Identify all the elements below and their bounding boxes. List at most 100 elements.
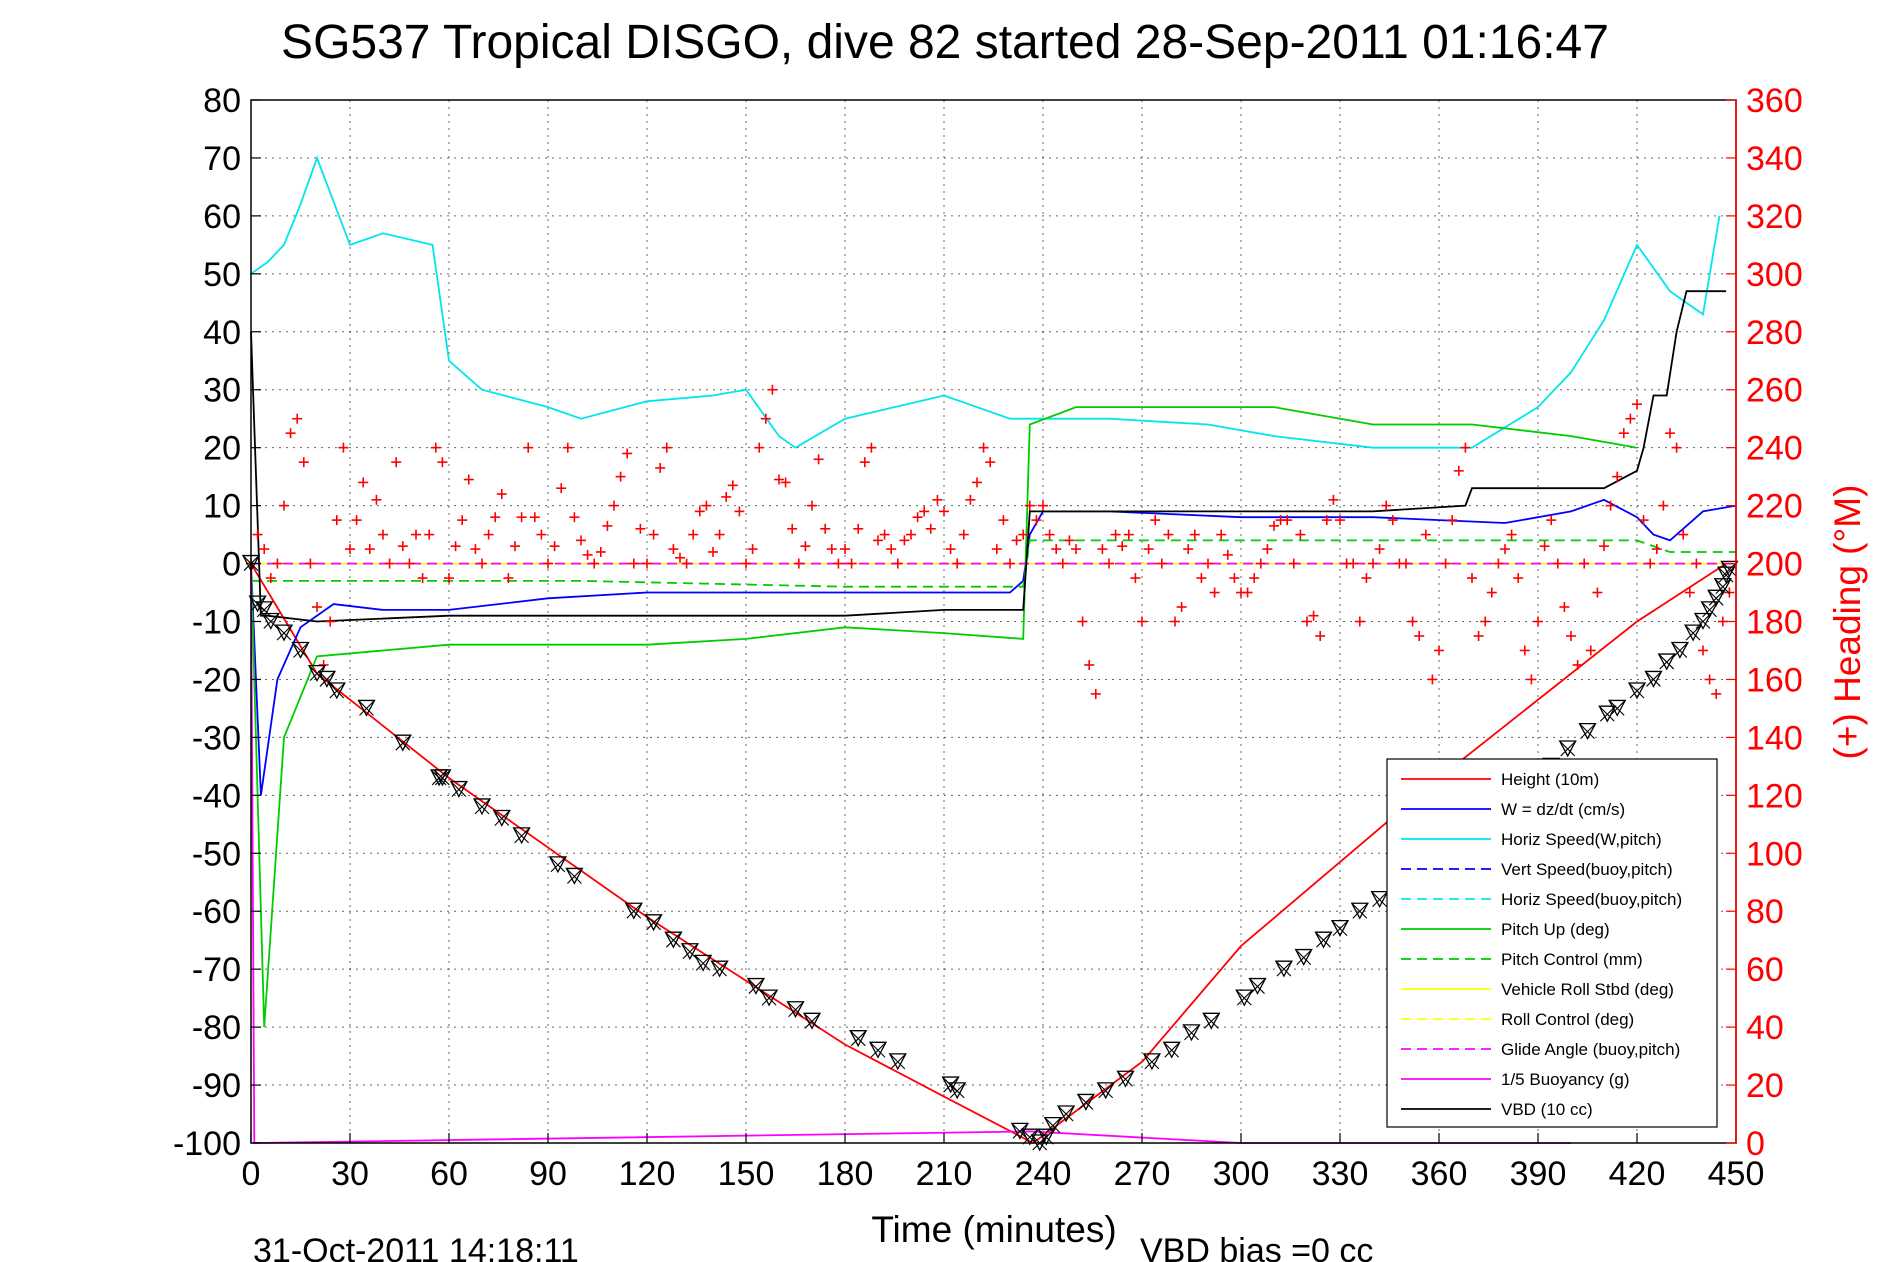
triangle-marker xyxy=(1057,1105,1076,1123)
heading-point xyxy=(661,442,672,453)
heading-point xyxy=(1368,558,1378,569)
y-right-tick-label: 180 xyxy=(1746,604,1803,642)
heading-point xyxy=(622,448,633,459)
heading-point xyxy=(1473,630,1484,641)
triangle-marker xyxy=(327,682,346,700)
legend: Height (10m) W = dz/dt (cm/s) Horiz Speed(… xyxy=(1386,758,1718,1128)
y-right-tick-label: 160 xyxy=(1746,661,1803,699)
heading-point xyxy=(1288,558,1299,569)
triangle-marker xyxy=(1274,960,1293,978)
cross-marker-b xyxy=(1659,654,1675,670)
heading-point xyxy=(1209,587,1220,598)
triangle-marker xyxy=(849,1030,868,1048)
heading-point xyxy=(939,506,949,517)
dive-marker xyxy=(746,977,765,995)
y-right-tick-label: 360 xyxy=(1746,82,1803,120)
dive-marker xyxy=(1142,1053,1161,1071)
y-right-tick-label: 40 xyxy=(1746,1009,1784,1047)
heading-point xyxy=(906,529,916,540)
heading-point xyxy=(1440,558,1451,569)
triangle-marker xyxy=(472,798,492,816)
cross-marker-b xyxy=(646,915,661,931)
heading-point xyxy=(411,529,421,540)
heading-point xyxy=(503,573,514,584)
y-right-tick-label: 120 xyxy=(1746,777,1803,815)
dive-marker xyxy=(1314,931,1333,949)
heading-point xyxy=(833,558,844,569)
cross-marker-b xyxy=(850,1031,866,1047)
cross-marker-b xyxy=(1144,1054,1160,1070)
cross-marker-b xyxy=(1164,1042,1180,1058)
triangle-marker xyxy=(565,867,584,885)
cross-marker-b xyxy=(1372,892,1387,908)
cross-marker-b xyxy=(1646,672,1661,687)
heading-point xyxy=(549,541,560,552)
heading-point xyxy=(430,442,441,453)
triangle-marker xyxy=(1116,1070,1135,1088)
legend-box xyxy=(1386,758,1718,1128)
cross-marker-b xyxy=(1276,961,1292,977)
heading-point xyxy=(1130,573,1141,584)
dive-marker xyxy=(393,734,412,752)
cross-marker-b xyxy=(395,735,411,751)
cross-marker-b xyxy=(1078,1095,1094,1110)
heading-point xyxy=(272,558,283,569)
heading-point xyxy=(1407,616,1418,627)
heading-point xyxy=(1427,674,1438,685)
legend-label: Horiz Speed(W,pitch) xyxy=(1501,830,1662,849)
x-tick-label: 90 xyxy=(529,1155,567,1193)
cross-marker-b xyxy=(1708,590,1724,606)
cross-marker-b xyxy=(263,614,279,629)
heading-point xyxy=(1163,529,1174,540)
heading-point xyxy=(1156,558,1167,569)
dive-marker xyxy=(1057,1105,1076,1123)
heading-point xyxy=(1526,674,1537,685)
cross-marker-b xyxy=(293,643,308,658)
triangle-marker xyxy=(255,601,274,619)
dive-marker xyxy=(1670,641,1689,659)
triangle-marker xyxy=(1248,977,1267,995)
heading-point xyxy=(298,457,309,468)
dive-marker xyxy=(1116,1070,1135,1088)
dive-marker xyxy=(291,641,310,659)
dive-marker xyxy=(472,798,492,816)
dive-marker xyxy=(1370,890,1389,909)
y-tick-label: 10 xyxy=(203,488,241,526)
y-axis-ticks: 80 70 60 50 40 30 20 10 0 -10 -20 -30 -40 -50 -60 -70 -8… xyxy=(173,82,261,1163)
heading-point xyxy=(1024,500,1035,511)
triangle-marker xyxy=(548,856,567,874)
cross-marker-b xyxy=(1236,990,1252,1006)
dive-marker xyxy=(1330,919,1350,937)
y-right-tick-label: 340 xyxy=(1746,140,1803,178)
heading-point xyxy=(279,500,289,511)
dive-marker xyxy=(492,809,511,827)
heading-point xyxy=(1414,630,1425,641)
heading-point xyxy=(1295,529,1306,540)
heading-point xyxy=(529,512,540,523)
cross-marker-b xyxy=(1599,706,1615,722)
dive-marker xyxy=(1720,560,1739,578)
y-tick-label: 60 xyxy=(203,198,241,236)
heading-point xyxy=(1143,544,1154,555)
dive-marker xyxy=(1657,653,1676,671)
heading-point xyxy=(919,506,930,517)
heading-point xyxy=(1500,544,1510,555)
dive-marker xyxy=(1274,960,1293,978)
heading-point xyxy=(655,462,666,473)
cross-marker-b xyxy=(1702,602,1717,618)
dive-marker xyxy=(644,914,663,932)
y-tick-label: -30 xyxy=(192,719,241,757)
heading-point xyxy=(635,523,646,534)
triangle-marker xyxy=(644,914,663,932)
heading-layer xyxy=(246,384,1735,699)
dive-marker xyxy=(1162,1041,1181,1059)
dive-marker xyxy=(433,769,452,787)
x-axis-ticks: 0 30 60 90 120 150 180 210 240 270 300 330 360 390 420… xyxy=(242,1133,1764,1193)
heading-point xyxy=(741,558,751,569)
cross-marker-b xyxy=(1118,1071,1133,1087)
heading-point xyxy=(1097,544,1108,555)
legend-label: Glide Angle (buoy,pitch) xyxy=(1501,1040,1680,1059)
cross-marker-b xyxy=(1012,1124,1028,1139)
cross-marker-b xyxy=(1316,932,1331,948)
cross-marker-b xyxy=(1203,1013,1219,1029)
